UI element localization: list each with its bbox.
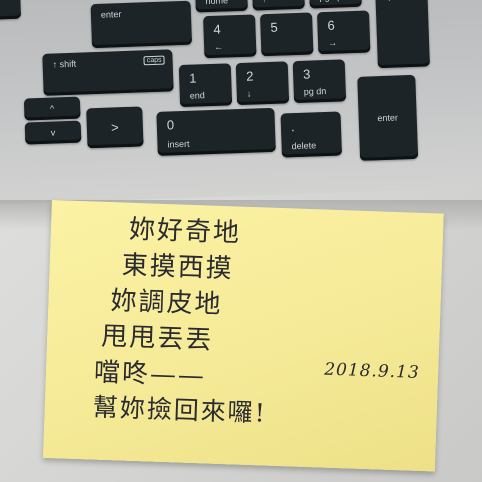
note-line-2: 東摸西摸: [121, 250, 235, 285]
key-1[interactable]: 1 end: [178, 63, 233, 108]
note-line-1: 妳好奇地: [128, 214, 242, 249]
note-line-4: 甩甩丟丟: [100, 321, 214, 356]
key-3[interactable]: 3 pg dn: [292, 59, 347, 104]
key-shift[interactable]: ↑ shift caps: [42, 49, 174, 96]
note-line-5: 噹咚——: [93, 357, 207, 392]
note-line-6: 幫妳撿回來囉!: [92, 392, 268, 428]
sticky-note: 妳好奇地 東摸西摸 妳調皮地 甩甩丟丟 噹咚—— 幫妳撿回來囉! 2018.9.…: [42, 200, 444, 472]
laptop-keyboard: home 8↑ 9pg up enter 4← 5 6→ + ↑ shiftca…: [0, 0, 482, 205]
key-5[interactable]: 5: [260, 12, 314, 57]
key-arrow-up[interactable]: ^: [23, 96, 81, 121]
key-arrow-down[interactable]: v: [24, 120, 82, 145]
key-delete[interactable]: . delete: [280, 111, 342, 158]
key-home[interactable]: home: [194, 0, 248, 13]
key-enter-upper[interactable]: enter: [90, 0, 193, 49]
key-4[interactable]: 4 ←: [203, 14, 257, 59]
note-date: 2018.9.13: [323, 359, 421, 383]
key-9[interactable]: 9pg up: [308, 0, 362, 9]
key-arrow-right[interactable]: >: [86, 106, 144, 149]
key-8[interactable]: 8↑: [251, 0, 305, 11]
key-top-left[interactable]: [0, 0, 22, 20]
key-2[interactable]: 2 ↓: [235, 61, 290, 106]
key-0[interactable]: 0 insert: [156, 107, 276, 156]
key-enter-lower[interactable]: enter: [357, 74, 419, 161]
key-plus[interactable]: +: [375, 0, 430, 69]
key-6[interactable]: 6 →: [316, 10, 371, 55]
note-line-3: 妳調皮地: [109, 286, 223, 321]
